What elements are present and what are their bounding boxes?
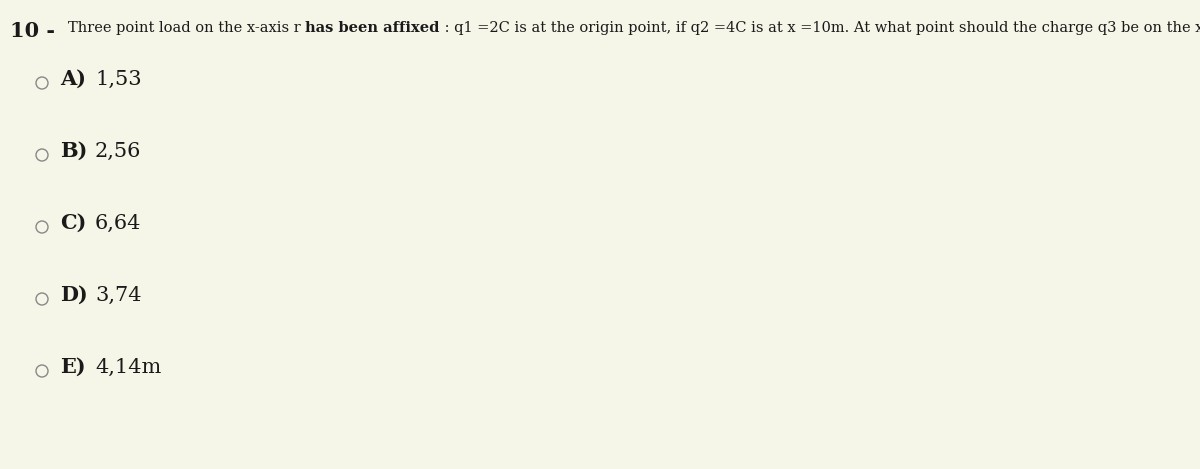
Text: 10 -: 10 - — [10, 21, 55, 41]
Text: Three point load on the x-axis r: Three point load on the x-axis r — [68, 21, 305, 35]
Text: C): C) — [60, 213, 86, 233]
Text: E): E) — [60, 357, 85, 377]
Text: 6,64: 6,64 — [95, 214, 142, 233]
Text: A): A) — [60, 69, 86, 89]
Text: : q1 =2C is at the origin point, if q2 =4C is at x =10m. At what point should th: : q1 =2C is at the origin point, if q2 =… — [439, 21, 1200, 35]
Text: has been affixed: has been affixed — [305, 21, 439, 35]
Text: D): D) — [60, 285, 88, 305]
Text: 3,74: 3,74 — [95, 286, 142, 305]
Text: 4,14m: 4,14m — [95, 358, 161, 377]
Text: 1,53: 1,53 — [95, 70, 142, 89]
Text: B): B) — [60, 141, 88, 161]
Text: 2,56: 2,56 — [95, 142, 142, 161]
